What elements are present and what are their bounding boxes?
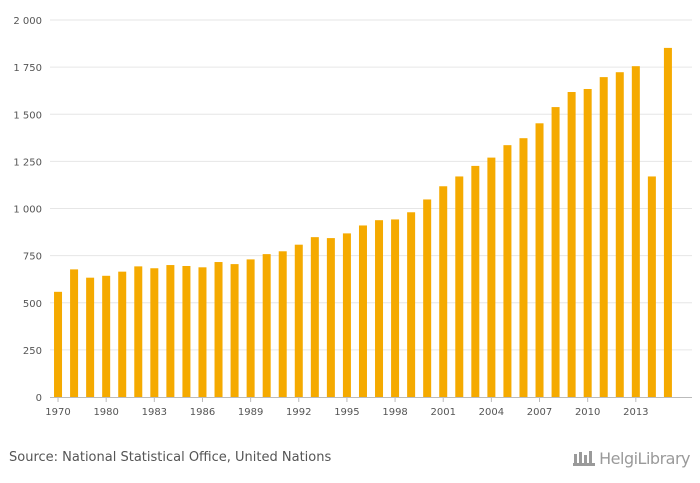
bar[interactable] bbox=[246, 259, 255, 397]
bar[interactable] bbox=[439, 186, 448, 397]
x-tick-label: 1998 bbox=[382, 407, 407, 418]
bar[interactable] bbox=[407, 212, 416, 397]
x-tick-label: 1989 bbox=[238, 407, 263, 418]
bar[interactable] bbox=[423, 199, 432, 397]
grid-lines bbox=[50, 19, 692, 351]
bar[interactable] bbox=[471, 165, 480, 397]
y-tick-label: 1 250 bbox=[13, 157, 42, 168]
x-tick-label: 2013 bbox=[623, 407, 648, 418]
bar[interactable] bbox=[342, 233, 351, 397]
bar[interactable] bbox=[631, 66, 640, 398]
bar[interactable] bbox=[599, 77, 608, 397]
bar[interactable] bbox=[535, 123, 544, 397]
y-tick-label: 750 bbox=[23, 252, 42, 263]
brand-logo[interactable]: HelgiLibrary bbox=[572, 448, 690, 468]
bar[interactable] bbox=[375, 220, 384, 397]
bar[interactable] bbox=[198, 267, 207, 397]
bar[interactable] bbox=[326, 238, 335, 397]
library-icon bbox=[573, 451, 596, 466]
bar[interactable] bbox=[615, 72, 624, 397]
y-tick-label: 0 bbox=[36, 393, 42, 404]
bar[interactable] bbox=[118, 271, 127, 397]
x-tick-label: 2007 bbox=[527, 407, 552, 418]
bar[interactable] bbox=[310, 237, 319, 397]
x-tick-label: 2010 bbox=[575, 407, 600, 418]
y-tick-label: 250 bbox=[23, 346, 42, 357]
bar[interactable] bbox=[567, 92, 576, 397]
bar[interactable] bbox=[262, 254, 271, 397]
bar[interactable] bbox=[278, 251, 287, 397]
bar-chart: 0 250 500 750 1 000 1 250 1 500 1 750 2 000 1970… bbox=[13, 16, 692, 418]
bar[interactable] bbox=[583, 88, 592, 397]
x-tick-label: 1970 bbox=[45, 407, 70, 418]
y-tick-label: 500 bbox=[23, 299, 42, 310]
y-tick-label: 1 500 bbox=[13, 110, 42, 121]
bar[interactable] bbox=[647, 176, 656, 397]
bar[interactable] bbox=[663, 47, 672, 397]
bar[interactable] bbox=[455, 176, 464, 397]
x-tick-label: 2001 bbox=[430, 407, 455, 418]
x-tick-label: 1980 bbox=[93, 407, 118, 418]
bar[interactable] bbox=[391, 219, 400, 397]
x-tick-label: 1983 bbox=[142, 407, 167, 418]
bar[interactable] bbox=[86, 277, 95, 397]
x-tick-label: 1995 bbox=[334, 407, 359, 418]
bar[interactable] bbox=[102, 275, 111, 397]
bar[interactable] bbox=[230, 264, 239, 397]
bar[interactable] bbox=[519, 138, 528, 397]
bar[interactable] bbox=[503, 145, 512, 397]
x-tick-label: 1992 bbox=[286, 407, 311, 418]
y-axis: 0 250 500 750 1 000 1 250 1 500 1 750 2 000 bbox=[13, 16, 42, 404]
bar[interactable] bbox=[551, 107, 560, 397]
x-axis: 1970 1980 1983 1986 1989 1992 1995 1998 2001 2004… bbox=[45, 397, 692, 418]
bar[interactable] bbox=[134, 266, 143, 397]
bar[interactable] bbox=[166, 265, 175, 397]
bar[interactable] bbox=[487, 157, 496, 397]
bar[interactable] bbox=[294, 244, 303, 397]
brand-name: HelgiLibrary bbox=[599, 448, 690, 468]
bar[interactable] bbox=[150, 268, 159, 397]
bar[interactable] bbox=[54, 291, 63, 397]
bars bbox=[54, 47, 672, 398]
bar[interactable] bbox=[70, 269, 79, 397]
bar[interactable] bbox=[358, 225, 367, 397]
source-note: Source: National Statistical Office, Uni… bbox=[9, 450, 332, 465]
y-tick-label: 1 000 bbox=[13, 205, 42, 216]
bar[interactable] bbox=[182, 265, 191, 397]
y-tick-label: 2 000 bbox=[13, 16, 42, 27]
y-tick-label: 1 750 bbox=[13, 63, 42, 74]
x-tick-label: 2004 bbox=[479, 407, 504, 418]
bar[interactable] bbox=[214, 262, 223, 397]
x-tick-label: 1986 bbox=[190, 407, 215, 418]
